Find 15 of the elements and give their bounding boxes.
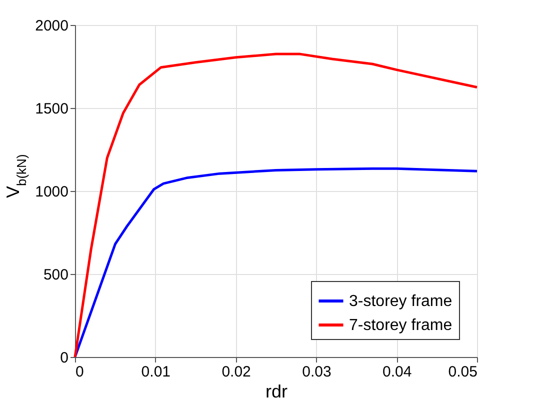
legend-label: 3-storey frame: [349, 293, 452, 310]
y-tick-label: 2000: [35, 18, 68, 34]
y-tick-label: 500: [43, 266, 68, 284]
x-tick-label: 0: [76, 364, 84, 380]
x-tick-label: 0.01: [141, 364, 170, 380]
x-tick-label: 0.05: [448, 364, 478, 380]
y-tick-label: 1000: [35, 184, 68, 200]
x-axis-title: rdr: [266, 382, 288, 402]
y-tick-label: 0: [60, 350, 68, 366]
y-axis-title: Vb(kN): [3, 154, 29, 198]
x-tick-label: 0.03: [302, 364, 332, 380]
x-tick-label: 0.02: [222, 364, 251, 380]
x-tick-label: 0.04: [382, 364, 412, 380]
y-tick-label: 1500: [35, 100, 68, 118]
legend-label: 7-storey frame: [349, 317, 452, 334]
